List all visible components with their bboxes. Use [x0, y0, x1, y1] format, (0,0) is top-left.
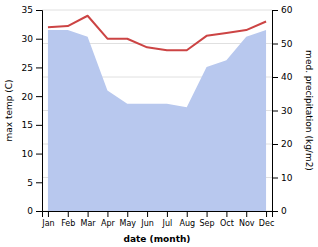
tick-mark: [167, 211, 168, 217]
tick-label: 15: [22, 120, 33, 130]
tick: Jun: [140, 211, 154, 228]
tick-label: 0: [27, 206, 33, 216]
tick-mark: [226, 211, 227, 217]
tick-label: Jun: [140, 219, 154, 228]
tick-mark: [272, 144, 278, 145]
tick-mark: [187, 211, 188, 217]
tick: 50: [272, 39, 293, 49]
tick-mark: [127, 211, 128, 217]
grid: [42, 10, 272, 211]
y2-axis-title: med. precipitation (kg/m2): [304, 50, 314, 171]
y-axis-title: max temp (C): [4, 79, 14, 141]
tick: 40: [272, 72, 293, 82]
tick-mark: [36, 39, 42, 40]
tick: Aug: [179, 211, 195, 228]
tick-mark: [266, 211, 267, 217]
chart: Jan Feb Mar AprMay Jun Jul Aug Sep Oct Nov Dec 0 5 10…: [0, 0, 318, 247]
tick-label: Aug: [179, 219, 195, 228]
tick-mark: [147, 211, 148, 217]
plot: Jan Feb Mar AprMay Jun Jul Aug Sep Oct Nov Dec 0 5 10…: [4, 5, 314, 244]
axis-line: [43, 212, 273, 218]
tick: 10: [272, 173, 293, 183]
x-axis-title: date (month): [124, 234, 191, 244]
tick: Oct: [220, 211, 234, 228]
tick-mark: [272, 77, 278, 78]
tick: 35: [22, 5, 42, 15]
tick-label: Dec: [259, 219, 274, 228]
tick-label: 0: [281, 206, 287, 216]
area: [48, 30, 266, 211]
tick: 5: [27, 178, 42, 188]
tick: Feb: [61, 211, 75, 228]
tick-label: 50: [281, 39, 293, 49]
tick-label: 40: [281, 72, 293, 82]
tick-mark: [272, 111, 278, 112]
tick: 0: [272, 206, 287, 216]
tick-mark: [88, 211, 89, 217]
tick: May: [119, 211, 136, 228]
tick: 0: [27, 206, 42, 216]
tick-mark: [246, 211, 247, 217]
tick-mark: [36, 67, 42, 68]
tick: 10: [22, 149, 42, 159]
tick: Mar: [81, 211, 97, 228]
tick-mark: [272, 10, 278, 11]
tick-mark: [272, 211, 278, 212]
tick-mark: [68, 211, 69, 217]
tick: Jul: [162, 211, 173, 228]
tick-label: May: [119, 219, 136, 228]
tick-mark: [272, 178, 278, 179]
tick-label: 30: [22, 34, 34, 44]
tick-label: 60: [281, 5, 293, 15]
tick-label: 20: [22, 92, 34, 102]
tick-mark: [36, 96, 42, 97]
tick: 20: [22, 92, 42, 102]
tick-mark: [36, 154, 42, 155]
tick: Sep: [200, 211, 215, 228]
grid-line: [42, 10, 272, 11]
tick: 15: [22, 120, 42, 130]
tick-mark: [207, 211, 208, 217]
tick-label: Mar: [81, 219, 97, 228]
line: [48, 16, 266, 50]
y-axis: 0 5 10 15 20 25 30 35: [22, 5, 43, 216]
tick-mark: [36, 10, 42, 11]
tick-mark: [36, 211, 42, 212]
tick: Jan: [41, 211, 54, 228]
tick-mark: [107, 211, 108, 217]
tick-label: 35: [22, 5, 33, 15]
axis-line: [36, 11, 43, 212]
tick-label: Nov: [239, 219, 255, 228]
tick: 60: [272, 5, 293, 15]
marks: [48, 16, 266, 211]
tick: Nov: [239, 211, 255, 228]
tick-label: Feb: [61, 219, 75, 228]
tick-label: 10: [22, 149, 34, 159]
tick-label: Oct: [220, 219, 234, 228]
tick: 20: [272, 139, 293, 149]
tick: Apr: [101, 211, 116, 228]
tick-label: Apr: [101, 219, 116, 228]
tick-label: 10: [281, 173, 293, 183]
tick-mark: [36, 182, 42, 183]
tick-label: 5: [27, 178, 33, 188]
tick-mark: [48, 211, 49, 217]
tick-label: 20: [281, 139, 293, 149]
tick: Dec: [259, 211, 274, 228]
tick-mark: [272, 44, 278, 45]
tick: 30: [272, 106, 293, 116]
tick-label: Jan: [41, 219, 54, 228]
tick-label: Sep: [200, 219, 215, 228]
x-axis: Jan Feb Mar AprMay Jun Jul Aug Sep Oct Nov Dec: [41, 211, 274, 228]
tick-label: 25: [22, 63, 33, 73]
tick-label: Jul: [162, 219, 173, 228]
tick: 25: [22, 63, 42, 73]
tick: 30: [22, 34, 42, 44]
tick-label: 30: [281, 106, 293, 116]
y2-axis: 0 10 20 30 40 50 60: [272, 5, 293, 216]
axis-line: [273, 11, 279, 212]
tick-mark: [36, 125, 42, 126]
